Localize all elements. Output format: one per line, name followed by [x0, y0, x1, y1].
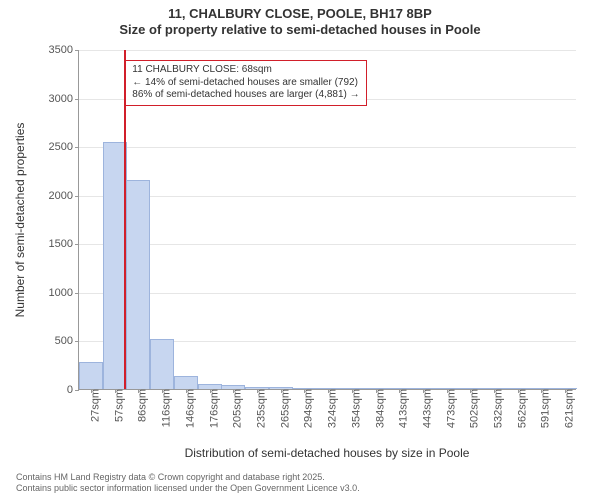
histogram-bar	[316, 388, 340, 389]
plot-area: 050010001500200025003000350027sqm57sqm86…	[78, 50, 576, 390]
annotation-line-2: ← 14% of semi-detached houses are smalle…	[132, 77, 359, 90]
xtick-label: 324sqm	[323, 389, 339, 428]
xtick-label: 562sqm	[512, 389, 528, 428]
xtick-label: 473sqm	[441, 389, 457, 428]
xtick-label: 116sqm	[157, 389, 173, 427]
histogram-bar	[245, 387, 269, 389]
histogram-bar	[553, 388, 577, 389]
xtick-label: 294sqm	[299, 389, 315, 428]
histogram-bar	[79, 362, 103, 389]
annotation-line-1: 11 CHALBURY CLOSE: 68sqm	[132, 64, 359, 77]
chart-container: 11, CHALBURY CLOSE, POOLE, BH17 8BP Size…	[0, 0, 600, 500]
xtick-label: 146sqm	[180, 389, 196, 428]
histogram-bar	[458, 388, 482, 389]
footer-line-2: Contains public sector information licen…	[16, 483, 584, 494]
annotation-line-3: 86% of semi-detached houses are larger (…	[132, 89, 359, 102]
annotation-box: 11 CHALBURY CLOSE: 68sqm← 14% of semi-de…	[125, 60, 366, 106]
histogram-bar	[126, 180, 150, 389]
histogram-bar	[292, 388, 316, 389]
histogram-bar	[364, 388, 388, 389]
xtick-label: 176sqm	[204, 389, 220, 428]
gridline	[79, 147, 576, 148]
ytick-label: 500	[55, 335, 79, 347]
plot-area-wrap: 050010001500200025003000350027sqm57sqm86…	[78, 50, 576, 390]
xtick-label: 265sqm	[275, 389, 291, 428]
x-axis-label: Distribution of semi-detached houses by …	[185, 446, 470, 460]
title-line-1: 11, CHALBURY CLOSE, POOLE, BH17 8BP	[0, 6, 600, 22]
xtick-label: 205sqm	[228, 389, 244, 428]
histogram-bar	[482, 388, 506, 389]
ytick-label: 1000	[49, 287, 79, 299]
histogram-bar	[269, 387, 293, 389]
xtick-label: 384sqm	[370, 389, 386, 428]
ytick-label: 2000	[49, 190, 79, 202]
footer-attribution: Contains HM Land Registry data © Crown c…	[16, 472, 584, 495]
gridline	[79, 244, 576, 245]
xtick-label: 27sqm	[85, 389, 101, 422]
gridline	[79, 196, 576, 197]
xtick-label: 235sqm	[251, 389, 267, 428]
xtick-label: 502sqm	[465, 389, 481, 428]
ytick-label: 2500	[49, 141, 79, 153]
histogram-bar	[221, 385, 245, 389]
histogram-bar	[340, 388, 364, 389]
xtick-label: 532sqm	[489, 389, 505, 428]
xtick-label: 86sqm	[133, 389, 149, 422]
histogram-bar	[198, 384, 222, 389]
histogram-bar	[529, 388, 553, 389]
histogram-bar	[387, 388, 411, 389]
gridline	[79, 293, 576, 294]
chart-title: 11, CHALBURY CLOSE, POOLE, BH17 8BP Size…	[0, 0, 600, 39]
histogram-bar	[411, 388, 435, 389]
xtick-label: 443sqm	[417, 389, 433, 428]
histogram-bar	[174, 376, 198, 389]
xtick-label: 354sqm	[346, 389, 362, 428]
histogram-bar	[150, 339, 174, 389]
xtick-label: 591sqm	[536, 389, 552, 428]
ytick-label: 3000	[49, 93, 79, 105]
histogram-bar	[506, 388, 530, 389]
y-axis-label: Number of semi-detached properties	[13, 123, 27, 318]
xtick-label: 57sqm	[109, 389, 125, 422]
footer-line-1: Contains HM Land Registry data © Crown c…	[16, 472, 584, 483]
gridline	[79, 50, 576, 51]
histogram-bar	[435, 388, 459, 389]
title-line-2: Size of property relative to semi-detach…	[0, 22, 600, 38]
ytick-label: 0	[67, 384, 79, 396]
xtick-label: 413sqm	[394, 389, 410, 428]
xtick-label: 621sqm	[560, 389, 576, 428]
ytick-label: 3500	[49, 44, 79, 56]
ytick-label: 1500	[49, 238, 79, 250]
